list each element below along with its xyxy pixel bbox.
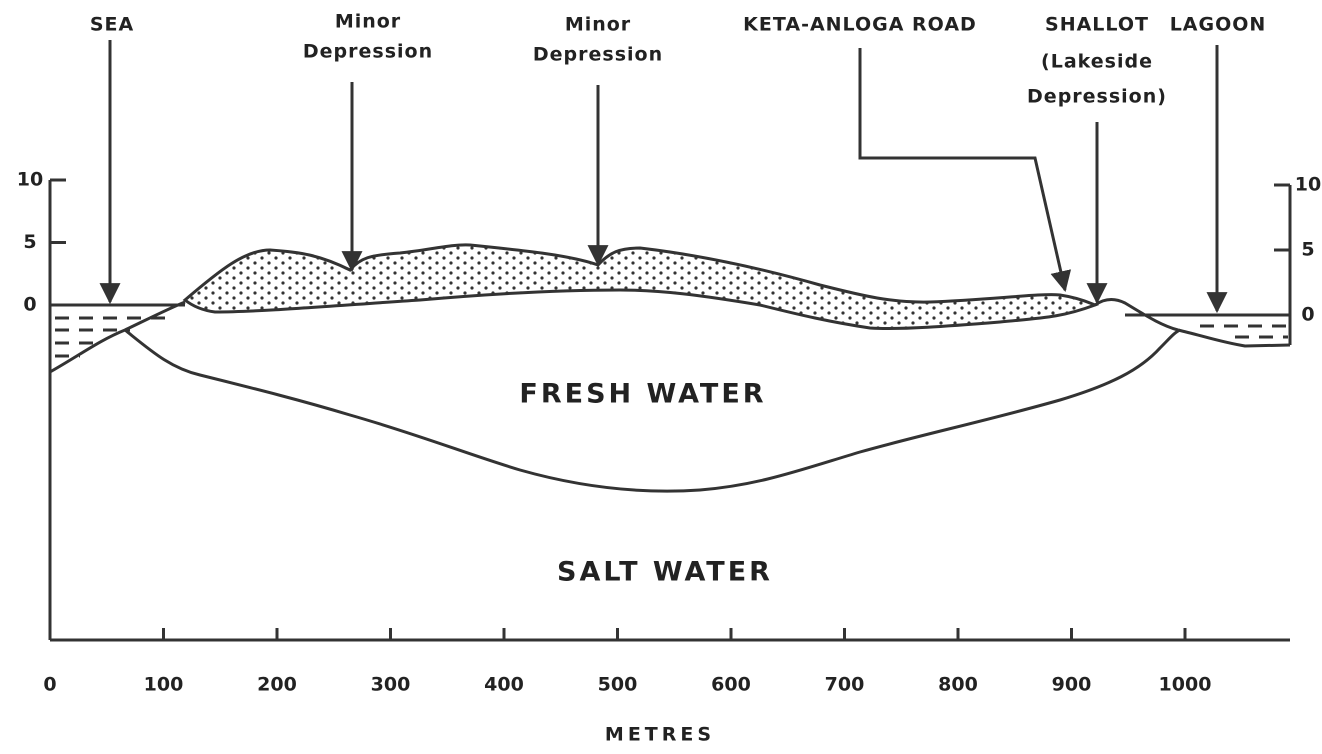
label: SHALLOT bbox=[1045, 14, 1149, 36]
label: Depression bbox=[303, 41, 433, 63]
label: Minor bbox=[565, 14, 631, 36]
arrow bbox=[860, 48, 1065, 290]
label: Minor bbox=[335, 11, 401, 33]
y-tick-label: 10 bbox=[17, 169, 43, 191]
x-tick-label: 800 bbox=[938, 674, 978, 696]
region-label: SALT WATER bbox=[557, 557, 773, 588]
y-tick-label: 5 bbox=[1301, 239, 1314, 261]
x-tick-label: 300 bbox=[371, 674, 411, 696]
sand-layer bbox=[185, 245, 1095, 329]
y-tick-label: 0 bbox=[23, 294, 36, 316]
x-tick-label: 100 bbox=[144, 674, 184, 696]
label: SEA bbox=[90, 14, 134, 36]
x-tick-label: 600 bbox=[711, 674, 751, 696]
x-tick-label: 400 bbox=[484, 674, 524, 696]
diagram: SEA Minor Depression Minor Depression KE… bbox=[0, 0, 1322, 750]
lagoon-water bbox=[1200, 326, 1288, 337]
label: Depression) bbox=[1027, 86, 1167, 108]
axis-title: METRES bbox=[605, 724, 715, 746]
lagoon-bed bbox=[1178, 330, 1290, 346]
y-tick-label: 0 bbox=[1301, 304, 1314, 326]
x-tick-label: 900 bbox=[1052, 674, 1092, 696]
label: Depression bbox=[533, 44, 663, 66]
interface bbox=[125, 330, 1180, 491]
label: (Lakeside bbox=[1041, 51, 1153, 73]
x-tick-label: 700 bbox=[825, 674, 865, 696]
x-tick-label: 500 bbox=[598, 674, 638, 696]
y-tick-label: 10 bbox=[1295, 174, 1321, 196]
x-tick-label: 200 bbox=[257, 674, 297, 696]
x-tick-label: 1000 bbox=[1159, 674, 1212, 696]
y-tick-label: 5 bbox=[23, 231, 36, 253]
label: LAGOON bbox=[1170, 14, 1267, 36]
label: KETA-ANLOGA ROAD bbox=[743, 14, 977, 36]
region-label: FRESH WATER bbox=[519, 379, 766, 410]
x-tick-label: 0 bbox=[43, 674, 56, 696]
